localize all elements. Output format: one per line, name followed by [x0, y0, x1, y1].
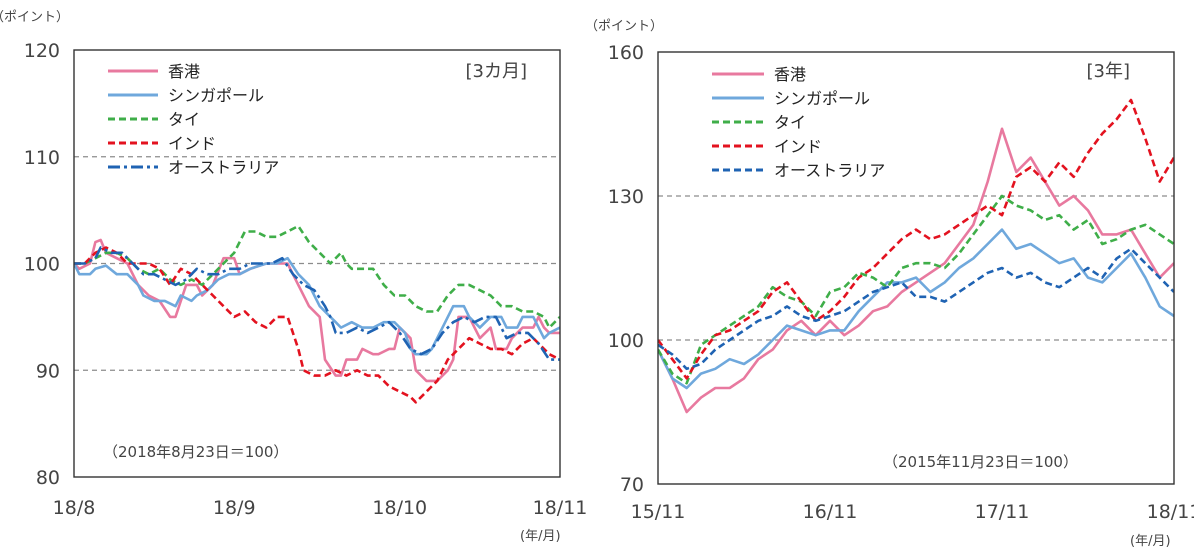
series-line	[658, 194, 1174, 385]
x-tick-label: 17/11	[975, 501, 1030, 523]
x-tick-label: 18/10	[372, 497, 427, 519]
period-label: [3年]	[1087, 61, 1131, 82]
series-line	[74, 224, 560, 329]
chart-panel-1: 80 90 100 110 120 18/8 18/9 18/10 18/11 （ポイント） (年/…	[0, 10, 587, 544]
legend-label: タイ	[774, 113, 806, 132]
y-axis-unit: （ポイント）	[585, 19, 663, 34]
x-tick-label: 18/11	[1147, 501, 1194, 523]
x-tick-label: 16/11	[803, 501, 858, 523]
base-date-note: （2018年8月23日＝100）	[103, 443, 288, 461]
series-line	[74, 256, 560, 356]
series-line	[658, 98, 1174, 380]
legend-label: インド	[168, 134, 216, 153]
legend-label: オーストラリア	[168, 158, 279, 177]
legend-label: シンガポール	[774, 89, 870, 108]
y-axis-unit: （ポイント）	[0, 10, 69, 25]
plot-frame	[73, 49, 561, 478]
x-tick-label: 15/11	[631, 501, 686, 523]
legend-label: シンガポール	[168, 86, 264, 105]
series-line	[658, 127, 1174, 414]
chart-panel-2: 70 100 130 160 15/11 16/11 17/11 18/11 （ポイント） (年/…	[585, 19, 1194, 549]
x-axis-unit: (年/月)	[1130, 534, 1171, 549]
y-tick-label: 70	[620, 474, 644, 496]
x-axis-unit: (年/月)	[520, 529, 561, 544]
series-group	[658, 98, 1174, 414]
x-tick-label: 18/11	[533, 497, 588, 519]
x-tick-label: 18/8	[53, 497, 96, 519]
series-group	[74, 224, 560, 404]
y-tick-label: 100	[608, 330, 644, 352]
legend-label: インド	[774, 137, 822, 156]
y-tick-label: 110	[24, 147, 60, 169]
series-line	[74, 238, 560, 383]
y-tick-label: 80	[36, 467, 60, 489]
legend-label: 香港	[774, 65, 806, 84]
legend-label: 香港	[168, 62, 200, 81]
y-tick-label: 160	[608, 42, 644, 64]
legend-label: オーストラリア	[774, 161, 885, 180]
series-line	[658, 228, 1174, 390]
plot-frame	[657, 51, 1175, 485]
period-label: [3カ月]	[466, 61, 528, 82]
x-tick-label: 18/9	[213, 497, 256, 519]
y-tick-label: 90	[36, 360, 60, 382]
y-tick-label: 120	[24, 40, 60, 62]
y-tick-label: 130	[608, 186, 644, 208]
series-line	[658, 247, 1174, 371]
series-line	[74, 246, 560, 361]
series-line	[74, 246, 560, 404]
legend-label: タイ	[168, 110, 200, 129]
base-date-note: （2015年11月23日＝100）	[883, 453, 1078, 471]
y-tick-label: 100	[24, 254, 60, 276]
